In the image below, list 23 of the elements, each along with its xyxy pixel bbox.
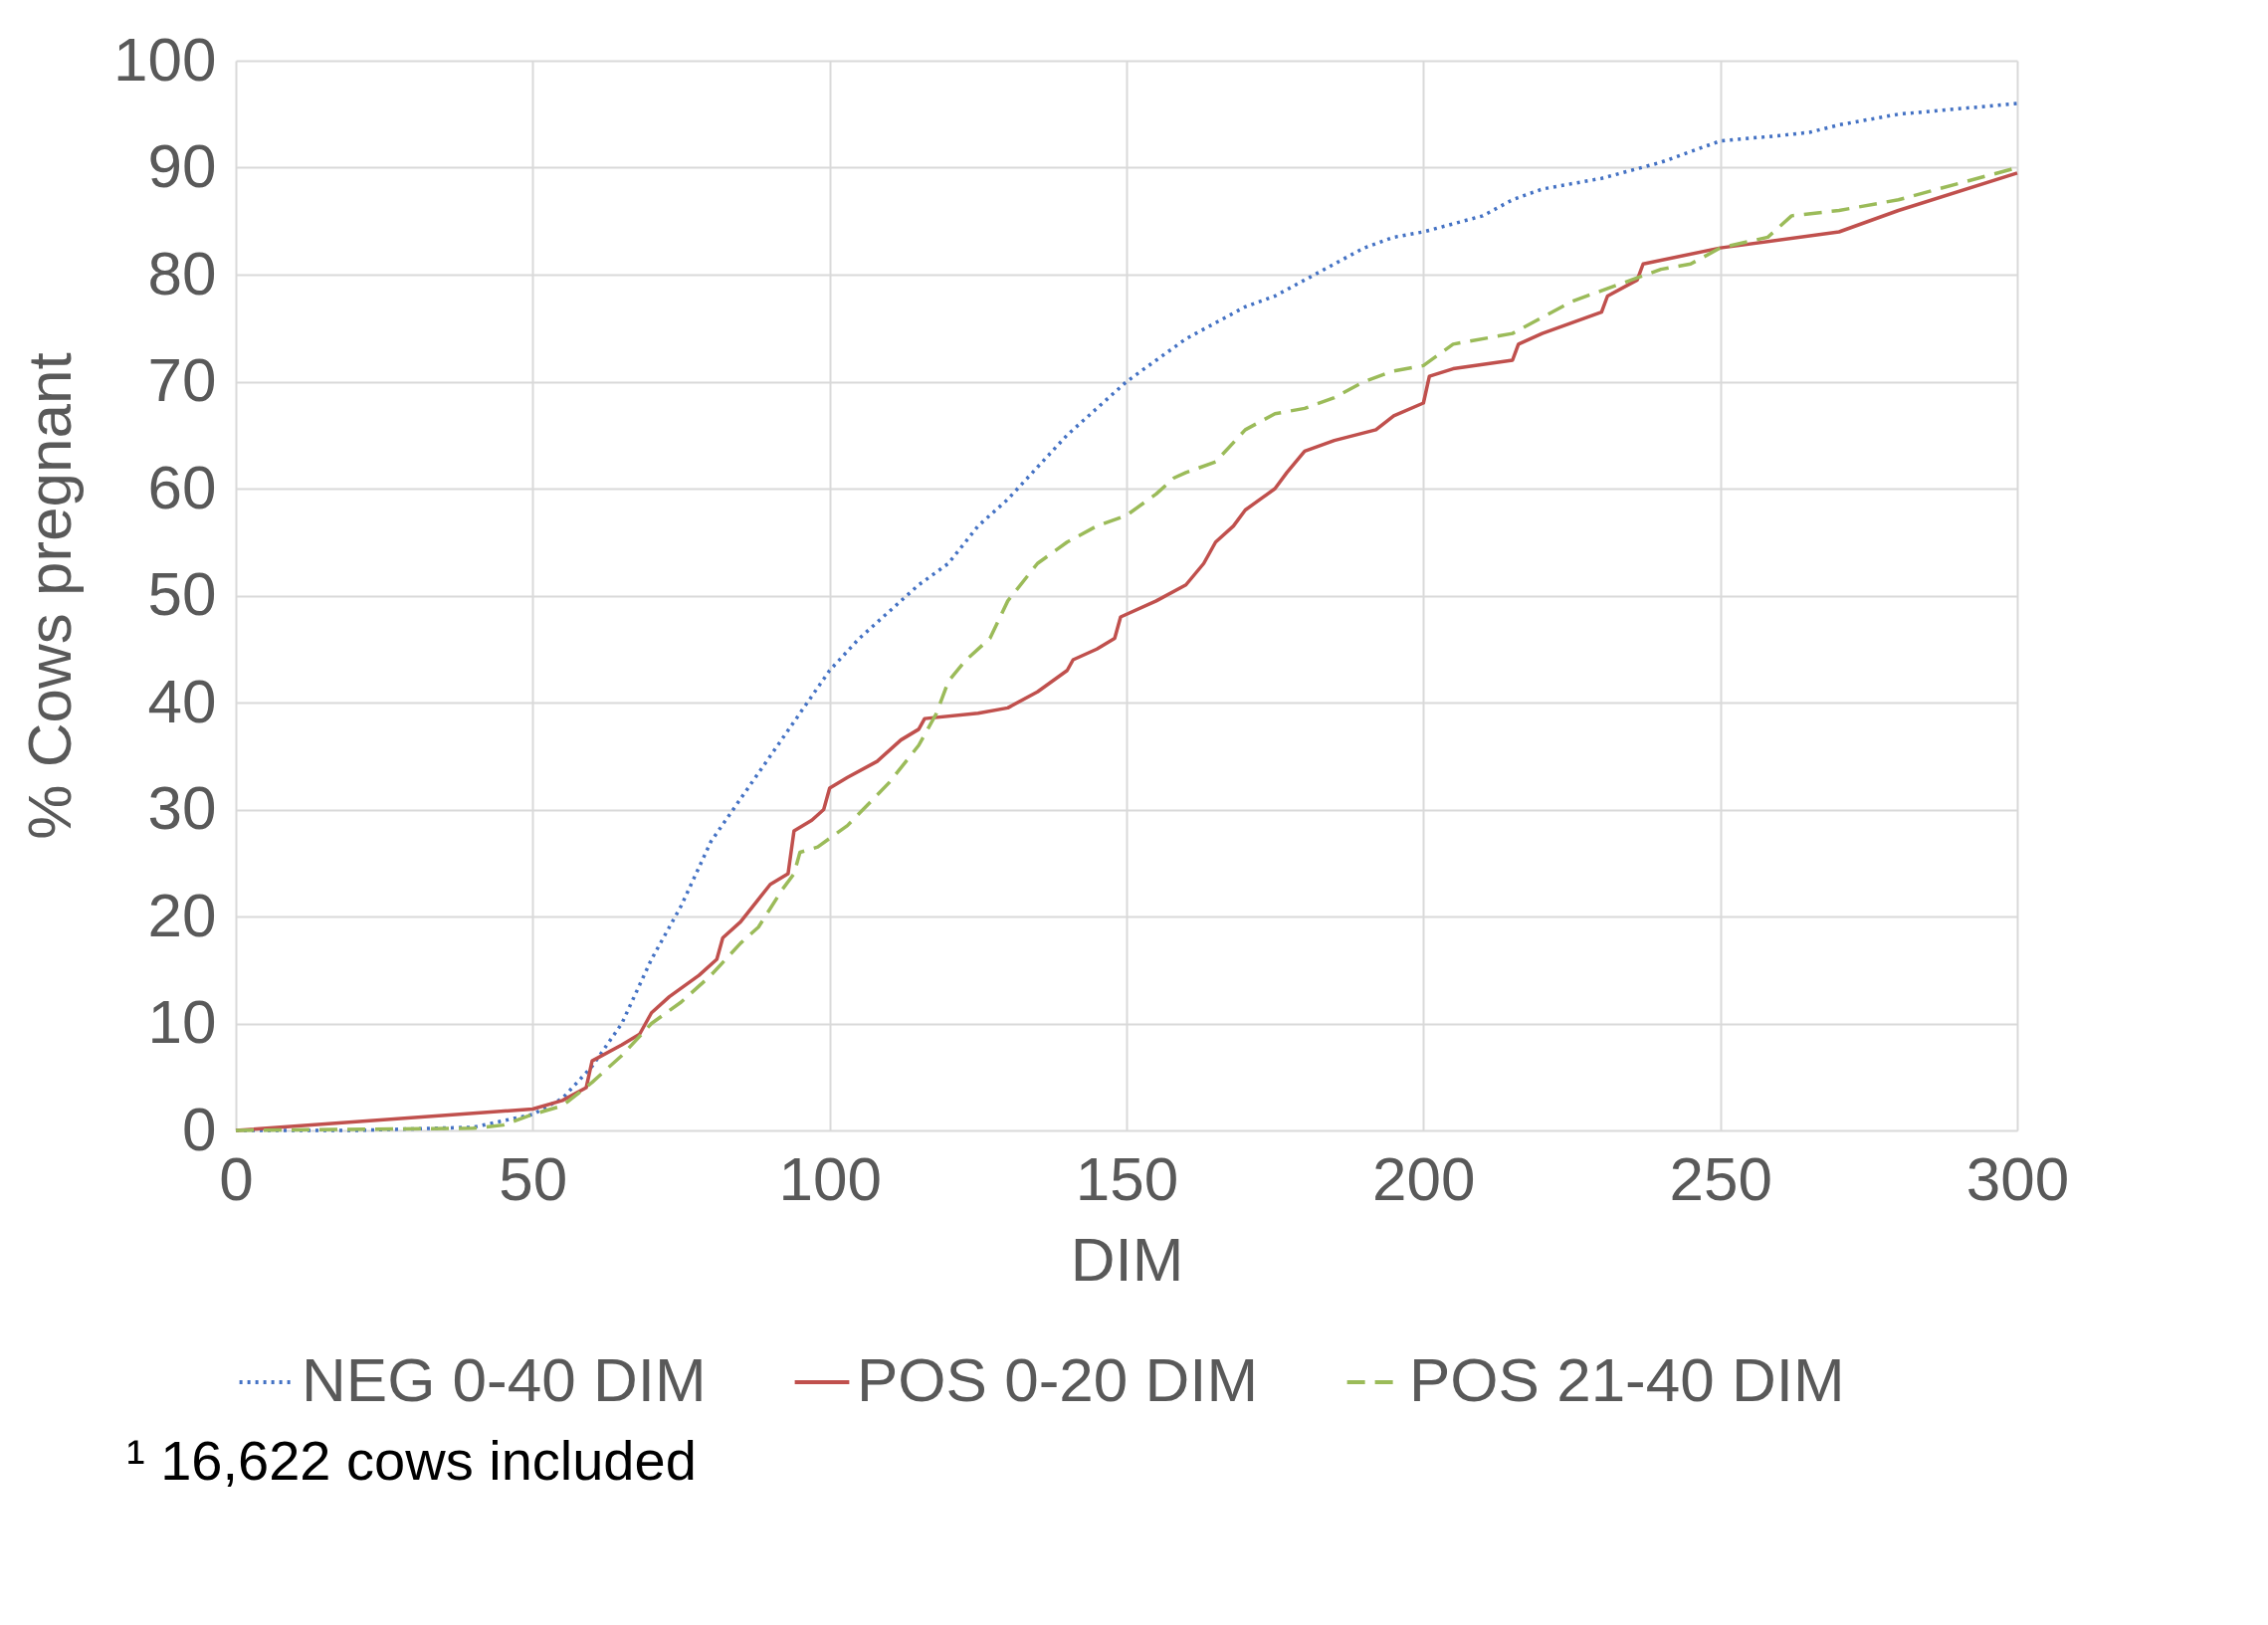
x-tick-label: 250: [1669, 1143, 1772, 1213]
x-axis-title: DIM: [1070, 1224, 1184, 1294]
y-tick-label: 10: [147, 987, 217, 1056]
y-tick-label: 0: [182, 1094, 217, 1163]
legend-label: POS 0-20 DIM: [857, 1345, 1259, 1414]
y-tick-label: 40: [147, 666, 217, 735]
y-tick-label: 80: [147, 238, 217, 307]
x-tick-label: 300: [1965, 1143, 2070, 1213]
y-tick-label: 90: [147, 131, 217, 200]
x-tick-label: 100: [778, 1143, 882, 1213]
y-tick-label: 60: [147, 452, 217, 521]
y-tick-label: 50: [147, 559, 217, 628]
y-tick-label: 30: [147, 773, 217, 842]
y-tick-label: 100: [113, 24, 217, 94]
x-tick-label: 150: [1075, 1143, 1179, 1213]
text: ¹ 16,622 cows included: [126, 1429, 697, 1492]
x-tick-label: 50: [499, 1143, 568, 1213]
y-tick-label: 20: [147, 880, 217, 949]
legend-label: POS 21-40 DIM: [1409, 1345, 1845, 1414]
y-axis-title: % Cows pregnant: [15, 352, 85, 840]
y-tick-label: 70: [147, 345, 217, 414]
x-tick-label: 200: [1372, 1143, 1476, 1213]
legend-label: NEG 0-40 DIM: [302, 1345, 707, 1414]
